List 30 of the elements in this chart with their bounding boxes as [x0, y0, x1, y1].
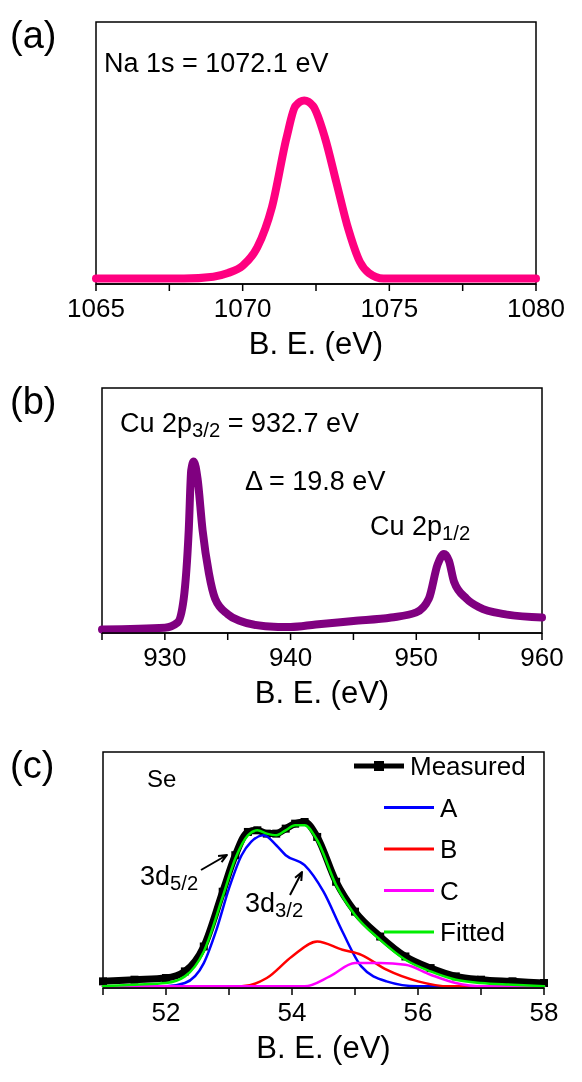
x-tick-label: 950 [394, 642, 438, 672]
legend-label: A [440, 792, 458, 823]
x-axis-title: B. E. (eV) [256, 1030, 391, 1065]
chart-title: (a) [10, 14, 57, 56]
x-tick-label: 58 [529, 997, 559, 1027]
legend-label: B [440, 834, 458, 864]
text: Na 1s = 1072.1 eV [104, 48, 329, 78]
x-tick-label: 56 [403, 997, 433, 1027]
x-tick-label: 1075 [360, 293, 419, 323]
x-axis-title: B. E. (eV) [248, 326, 384, 361]
chart-title: (c) [10, 744, 55, 786]
x-tick-label: 960 [520, 642, 564, 672]
chart-title: (b) [10, 380, 57, 422]
x-tick-label: 52 [151, 997, 181, 1027]
annotation: 3d$_{5/2}$ [140, 861, 199, 894]
x-tick-label: 1065 [67, 293, 125, 323]
legend-label: Measured [410, 751, 526, 781]
legend-label: C [440, 875, 459, 906]
text: Cu 2p$_{3/2}$ = 932.7 eV [120, 408, 360, 441]
x-tick-label: 1070 [213, 293, 272, 323]
annotation: Δ = 19.8 eV [245, 466, 386, 496]
x-tick-label: 54 [277, 997, 307, 1027]
annotation: Cu 2p$_{1/2}$ [370, 511, 471, 544]
x-axis-title: B. E. (eV) [254, 675, 390, 710]
annotation: 3d$_{3/2}$ [245, 888, 304, 921]
x-tick-label: 930 [143, 642, 187, 672]
x-tick-label: 940 [268, 642, 313, 672]
text: Se [147, 765, 177, 792]
x-tick-label: 1080 [507, 293, 565, 323]
legend-label: Fitted [440, 917, 506, 947]
